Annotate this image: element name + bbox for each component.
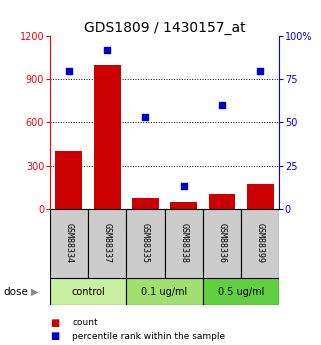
Text: 0.5 ug/ml: 0.5 ug/ml [218,287,264,296]
Bar [209,194,235,209]
Text: count: count [72,318,98,327]
Bar [247,184,273,209]
FancyBboxPatch shape [126,278,203,305]
FancyBboxPatch shape [203,278,279,305]
Text: ■: ■ [50,332,59,341]
FancyBboxPatch shape [241,209,279,278]
Text: GSM88334: GSM88334 [65,223,74,263]
Text: ■: ■ [50,318,59,327]
Point [105,47,110,53]
Text: ▶: ▶ [30,287,38,296]
Title: GDS1809 / 1430157_at: GDS1809 / 1430157_at [84,21,245,35]
Text: GSM88337: GSM88337 [103,223,112,263]
Text: percentile rank within the sample: percentile rank within the sample [72,332,225,341]
Bar [170,201,197,209]
FancyBboxPatch shape [164,209,203,278]
Point [219,102,224,108]
Text: 0.1 ug/ml: 0.1 ug/ml [141,287,188,296]
FancyBboxPatch shape [203,209,241,278]
Text: GSM88335: GSM88335 [141,223,150,263]
FancyBboxPatch shape [126,209,164,278]
FancyBboxPatch shape [50,209,88,278]
Bar [56,151,82,209]
Text: GSM88336: GSM88336 [217,223,226,263]
Point [143,115,148,120]
FancyBboxPatch shape [50,278,126,305]
Bar [132,198,159,209]
Text: control: control [71,287,105,296]
Bar [94,65,120,209]
Text: dose: dose [3,287,28,296]
Point [66,68,72,73]
Text: GSM88399: GSM88399 [256,223,265,263]
Text: GSM88338: GSM88338 [179,223,188,263]
Point [181,184,186,189]
FancyBboxPatch shape [88,209,126,278]
Point [257,68,263,73]
